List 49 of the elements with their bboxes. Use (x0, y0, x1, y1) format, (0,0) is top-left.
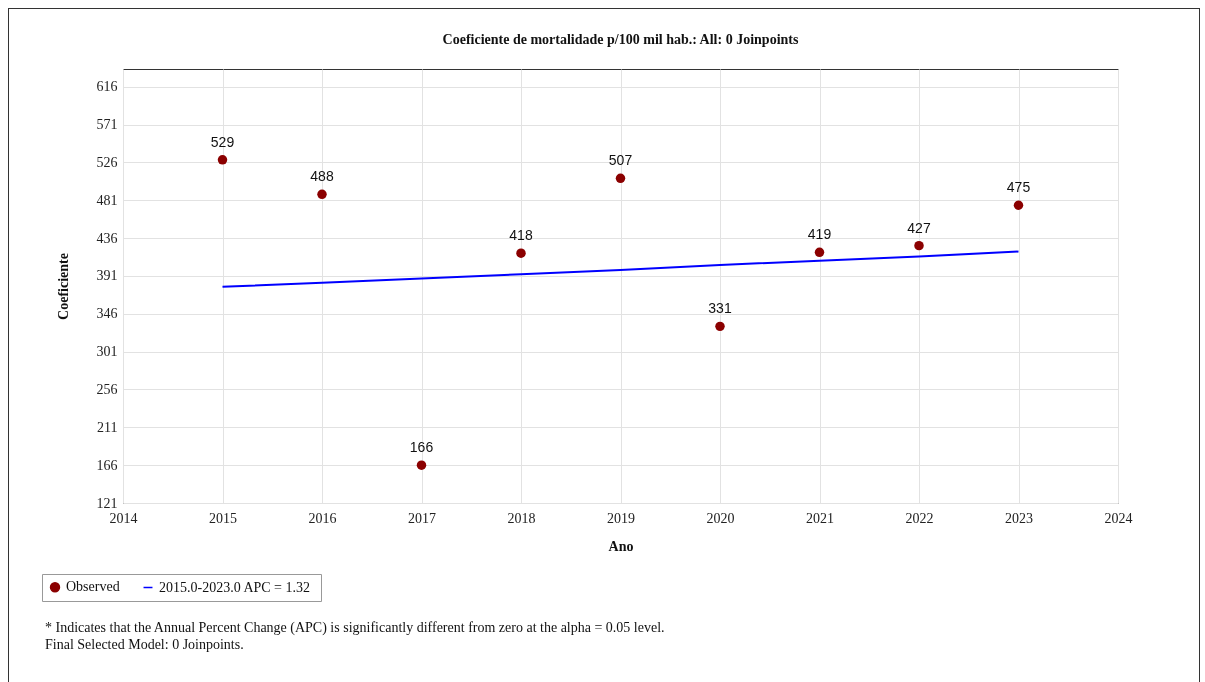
point (615, 173, 626, 184)
y-axis-title: Coeficiente (55, 253, 71, 320)
x-tick-label: 2015 (209, 510, 237, 526)
point (1013, 200, 1024, 210)
line-series (221, 250, 1020, 288)
x-tick-label: 2022 (905, 510, 934, 526)
y-tick-label: 481 (96, 192, 118, 208)
y-tick-label: 211 (97, 419, 118, 435)
point (317, 189, 327, 200)
data-label: 418 (509, 227, 533, 244)
x-tick-label: 2021 (806, 510, 834, 526)
data-label: 419 (807, 226, 832, 243)
point (217, 155, 228, 165)
x-tick-label: 2019 (607, 510, 635, 526)
x-tick-label: 2023 (1005, 510, 1033, 526)
data-label: 331 (708, 300, 732, 317)
point (516, 248, 526, 258)
y-tick-label: 166 (96, 457, 118, 473)
y-tick-label: 256 (96, 381, 118, 397)
y-tick-label: 436 (96, 230, 118, 246)
point (914, 240, 924, 251)
x-tick-label: 2018 (507, 510, 536, 526)
x-tick-label: 2014 (109, 510, 138, 526)
data-label: 507 (608, 152, 633, 169)
y-tick-label: 121 (96, 495, 118, 511)
y-tick-label: 391 (96, 268, 118, 284)
x-tick-label: 2024 (1104, 510, 1133, 526)
y-tick-label: 301 (96, 344, 118, 360)
data-label: 166 (409, 439, 434, 456)
data-label: 427 (907, 219, 931, 236)
y-tick-label: 526 (96, 154, 118, 170)
data-label: 488 (310, 168, 334, 185)
chart-title: Coeficiente de mortalidade p/100 mil hab.: All: 0 Joinpoints (442, 32, 799, 47)
x-tick-label: 2020 (706, 510, 735, 526)
y-tick-label: 571 (96, 117, 118, 133)
text: Final Selected Model: 0 Joinpoints. (45, 636, 245, 653)
text: * Indicates that the Annual Percent Change (APC) is significantly different from zero at the alpha = 0.05 level. (45, 619, 665, 636)
data-label: 529 (210, 133, 235, 150)
y-tick-label: 346 (96, 306, 118, 322)
x-tick-label: 2017 (408, 510, 436, 526)
point (814, 247, 825, 258)
point (416, 460, 427, 470)
legend-label: Observed (66, 579, 120, 595)
legend-label: 2015.0-2023.0 APC = 1.32 (159, 579, 311, 595)
x-tick-label: 2016 (308, 510, 337, 526)
x-axis-title: Ano (608, 538, 634, 554)
y-tick-label: 616 (96, 79, 118, 95)
point (715, 321, 725, 332)
data-label: 475 (1006, 179, 1031, 196)
